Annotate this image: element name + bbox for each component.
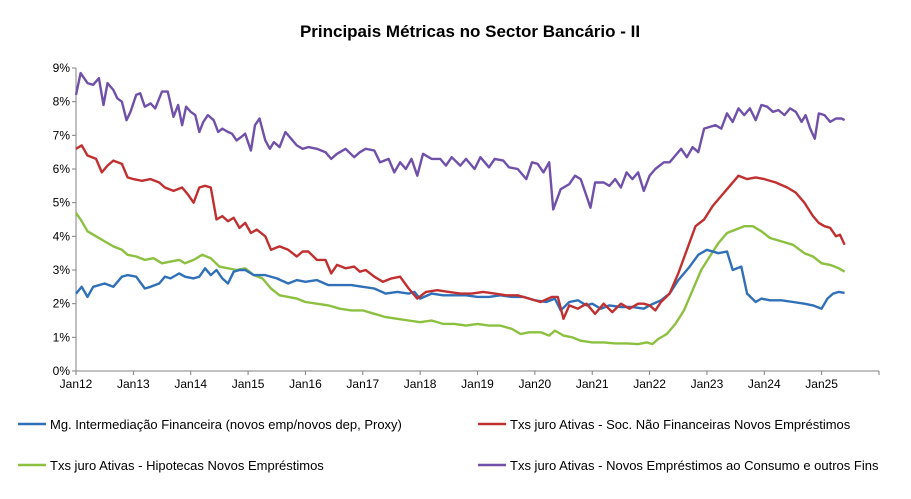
legend-label: Txs juro Ativas - Soc. Não Financeiras N…: [510, 417, 851, 432]
y-tick-label: 1%: [53, 330, 71, 344]
x-tick-label: Jan19: [461, 377, 494, 391]
y-tick-label: 6%: [53, 162, 71, 176]
y-tick-label: 4%: [53, 229, 71, 243]
y-tick-label: 0%: [53, 364, 71, 378]
series-line: [74, 71, 846, 211]
legend-label: Mg. Intermediação Financeira (novos emp/…: [50, 417, 402, 432]
x-tick-label: Jan18: [404, 377, 437, 391]
legend-label: Txs juro Ativas - Hipotecas Novos Emprés…: [50, 458, 324, 473]
y-tick-label: 9%: [53, 61, 71, 75]
series-line: [75, 248, 845, 312]
x-tick-label: Jan23: [691, 377, 724, 391]
x-axis-ticks: Jan12 Jan13 Jan14 Jan15 Jan16 Jan17 Jan18 Jan19…: [60, 371, 880, 391]
y-tick-label: 7%: [53, 128, 71, 142]
y-tick-label: 2%: [53, 297, 71, 311]
x-tick-label: Jan12: [60, 377, 93, 391]
series-line: [75, 144, 846, 320]
x-tick-label: Jan14: [174, 377, 207, 391]
series-layer: [74, 71, 846, 346]
chart-title: Principais Métricas no Sector Bancário -…: [300, 22, 640, 41]
x-tick-label: Jan17: [346, 377, 379, 391]
y-tick-label: 5%: [53, 196, 71, 210]
x-tick-label: Jan16: [289, 377, 322, 391]
x-tick-label: Jan21: [576, 377, 609, 391]
y-tick-label: 3%: [53, 263, 71, 277]
series-line: [75, 212, 846, 346]
x-tick-label: Jan24: [748, 377, 781, 391]
legend: Mg. Intermediação Financeira (novos emp/…: [18, 417, 879, 473]
x-tick-label: Jan22: [633, 377, 666, 391]
x-tick-label: Jan20: [519, 377, 552, 391]
y-axis-ticks: 0% 1% 2% 3% 4% 5% 6% 7% 8% 9%: [53, 61, 76, 378]
x-tick-label: Jan13: [117, 377, 150, 391]
legend-label: Txs juro Ativas - Novos Empréstimos ao C…: [510, 458, 879, 473]
x-tick-label: Jan25: [805, 377, 838, 391]
y-tick-label: 8%: [53, 95, 71, 109]
x-tick-label: Jan15: [232, 377, 265, 391]
